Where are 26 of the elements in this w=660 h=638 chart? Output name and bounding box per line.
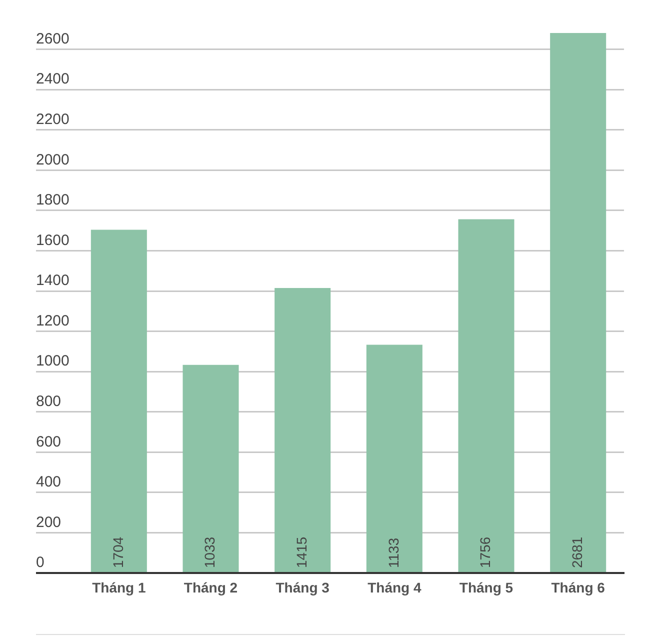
y-tick-label: 1000 <box>36 352 70 370</box>
data-label: 1756 <box>477 536 494 568</box>
y-tick-label: 800 <box>36 393 62 410</box>
y-tick-label: 0 <box>36 554 44 572</box>
x-tick-label: Tháng 1 <box>92 579 146 596</box>
y-tick-label: 1200 <box>36 312 70 330</box>
y-tick-label: 2400 <box>36 70 70 88</box>
x-tick-label: Tháng 2 <box>184 579 238 596</box>
y-tick-label: 400 <box>36 474 62 491</box>
y-tick-label: 1800 <box>36 192 70 209</box>
x-tick-label: Tháng 3 <box>276 579 330 596</box>
y-tick-label: 2600 <box>36 30 70 48</box>
x-tick-label: Tháng 5 <box>459 579 514 596</box>
y-tick-label: 1400 <box>36 272 70 290</box>
x-tick-label: Tháng 6 <box>551 579 606 596</box>
y-tick-label: 600 <box>36 433 62 450</box>
y-tick-label: 2200 <box>36 111 70 128</box>
y-tick-label: 1600 <box>36 232 70 249</box>
data-label: 1033 <box>202 536 218 568</box>
data-label: 1704 <box>110 536 126 568</box>
data-label: 2681 <box>568 536 585 568</box>
y-tick-label: 200 <box>36 514 62 531</box>
data-label: 1133 <box>385 538 402 568</box>
y-tick-label: 2000 <box>36 151 70 168</box>
x-tick-label: Tháng 4 <box>368 579 422 596</box>
data-label: 1415 <box>293 536 310 568</box>
